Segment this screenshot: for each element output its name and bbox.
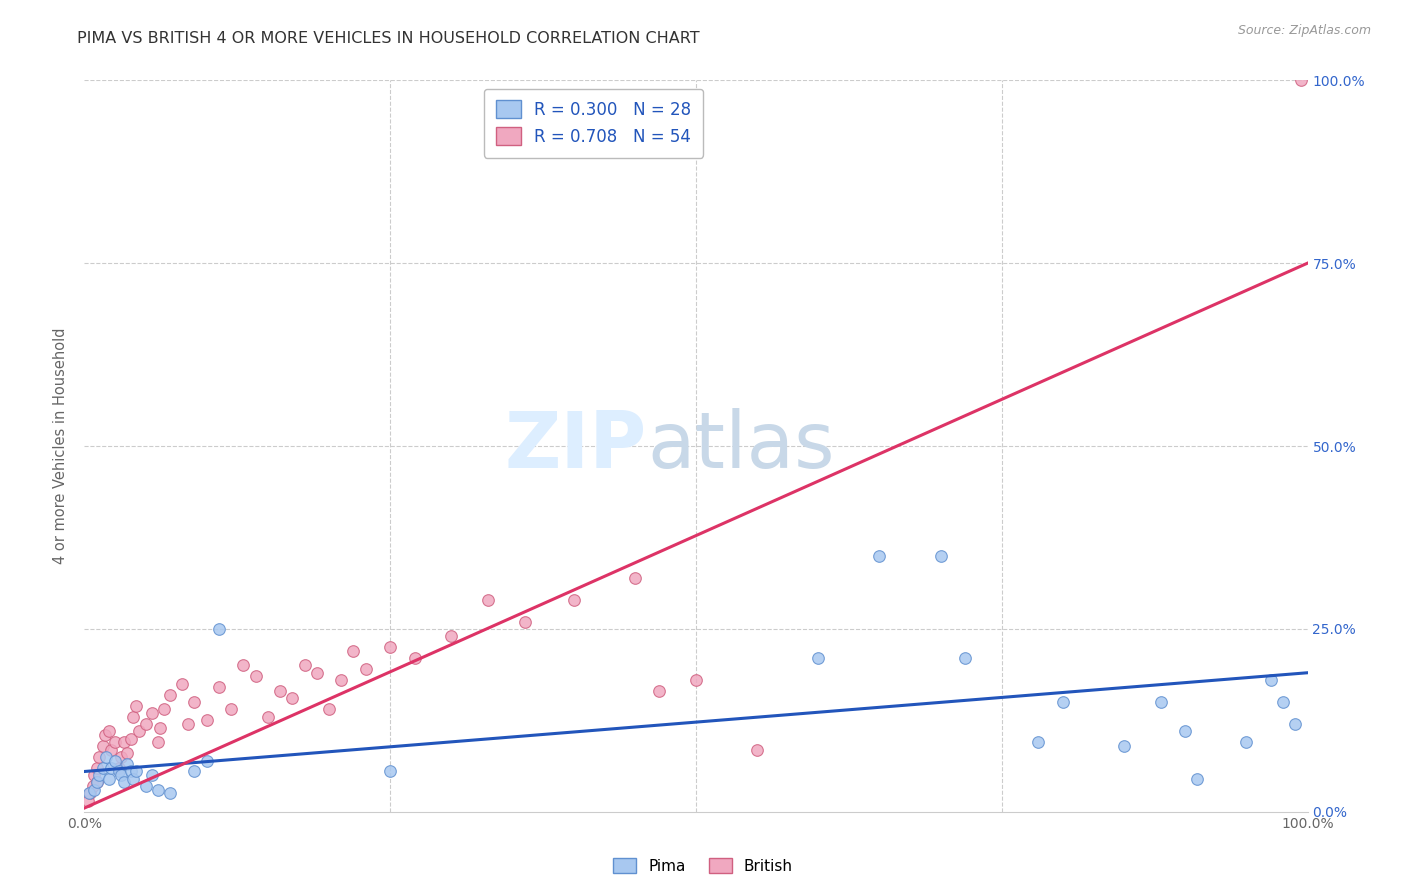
Point	[513, 615, 536, 629]
Point	[91, 739, 114, 753]
Point	[77, 794, 100, 808]
Point	[305, 665, 328, 680]
Point	[141, 706, 163, 720]
Point	[91, 761, 114, 775]
Point	[87, 768, 110, 782]
Point	[120, 764, 142, 779]
Text: PIMA VS BRITISH 4 OR MORE VEHICLES IN HOUSEHOLD CORRELATION CHART: PIMA VS BRITISH 4 OR MORE VEHICLES IN HO…	[77, 31, 700, 46]
Point	[245, 669, 267, 683]
Point	[1260, 673, 1282, 687]
Point	[219, 702, 242, 716]
Point	[257, 709, 280, 723]
Point	[281, 691, 304, 706]
Point	[125, 698, 148, 713]
Point	[1174, 724, 1197, 739]
Point	[120, 731, 142, 746]
Point	[97, 724, 120, 739]
Point	[869, 549, 891, 563]
Point	[342, 644, 364, 658]
Point	[125, 764, 148, 779]
Legend: Pima, British: Pima, British	[607, 852, 799, 880]
Point	[107, 761, 129, 775]
Text: atlas: atlas	[647, 408, 835, 484]
Point	[624, 571, 647, 585]
Point	[440, 629, 463, 643]
Point	[1291, 73, 1313, 87]
Point	[648, 684, 671, 698]
Point	[153, 702, 176, 716]
Point	[953, 651, 976, 665]
Point	[195, 714, 218, 728]
Point	[83, 768, 105, 782]
Point	[115, 757, 138, 772]
Point	[232, 658, 254, 673]
Point	[1236, 735, 1258, 749]
Point	[112, 735, 135, 749]
Point	[100, 742, 122, 756]
Point	[1187, 772, 1209, 786]
Point	[96, 749, 118, 764]
Point	[404, 651, 426, 665]
Point	[183, 695, 205, 709]
Point	[294, 658, 316, 673]
Point	[330, 673, 353, 687]
Point	[380, 640, 402, 655]
Point	[146, 782, 169, 797]
Point	[807, 651, 830, 665]
Point	[929, 549, 952, 563]
Point	[79, 787, 101, 801]
Point	[380, 764, 402, 779]
Text: ZIP: ZIP	[505, 408, 647, 484]
Point	[112, 775, 135, 789]
Point	[1272, 695, 1295, 709]
Legend: R = 0.300   N = 28, R = 0.708   N = 54: R = 0.300 N = 28, R = 0.708 N = 54	[484, 88, 703, 158]
Point	[159, 787, 181, 801]
Point	[128, 724, 150, 739]
Point	[208, 622, 231, 636]
Point	[104, 754, 127, 768]
Point	[107, 764, 129, 779]
Y-axis label: 4 or more Vehicles in Household: 4 or more Vehicles in Household	[53, 327, 69, 565]
Point	[83, 782, 105, 797]
Point	[115, 746, 138, 760]
Point	[135, 779, 157, 793]
Point	[747, 742, 769, 756]
Point	[86, 775, 108, 789]
Point	[82, 779, 104, 793]
Point	[94, 728, 117, 742]
Point	[97, 772, 120, 786]
Point	[183, 764, 205, 779]
Text: Source: ZipAtlas.com: Source: ZipAtlas.com	[1237, 24, 1371, 37]
Point	[208, 681, 231, 695]
Point	[87, 749, 110, 764]
Point	[77, 787, 100, 801]
Point	[1028, 735, 1050, 749]
Point	[146, 735, 169, 749]
Point	[135, 717, 157, 731]
Point	[477, 592, 499, 607]
Point	[172, 676, 194, 690]
Point	[318, 702, 340, 716]
Point	[354, 662, 377, 676]
Point	[86, 775, 108, 789]
Point	[122, 772, 145, 786]
Point	[122, 709, 145, 723]
Point	[177, 717, 200, 731]
Point	[1284, 717, 1306, 731]
Point	[195, 754, 218, 768]
Point	[562, 592, 585, 607]
Point	[1150, 695, 1173, 709]
Point	[86, 761, 108, 775]
Point	[149, 721, 172, 735]
Point	[685, 673, 707, 687]
Point	[110, 768, 132, 782]
Point	[1114, 739, 1136, 753]
Point	[100, 761, 122, 775]
Point	[110, 749, 132, 764]
Point	[141, 768, 163, 782]
Point	[104, 735, 127, 749]
Point	[159, 688, 181, 702]
Point	[269, 684, 291, 698]
Point	[1052, 695, 1074, 709]
